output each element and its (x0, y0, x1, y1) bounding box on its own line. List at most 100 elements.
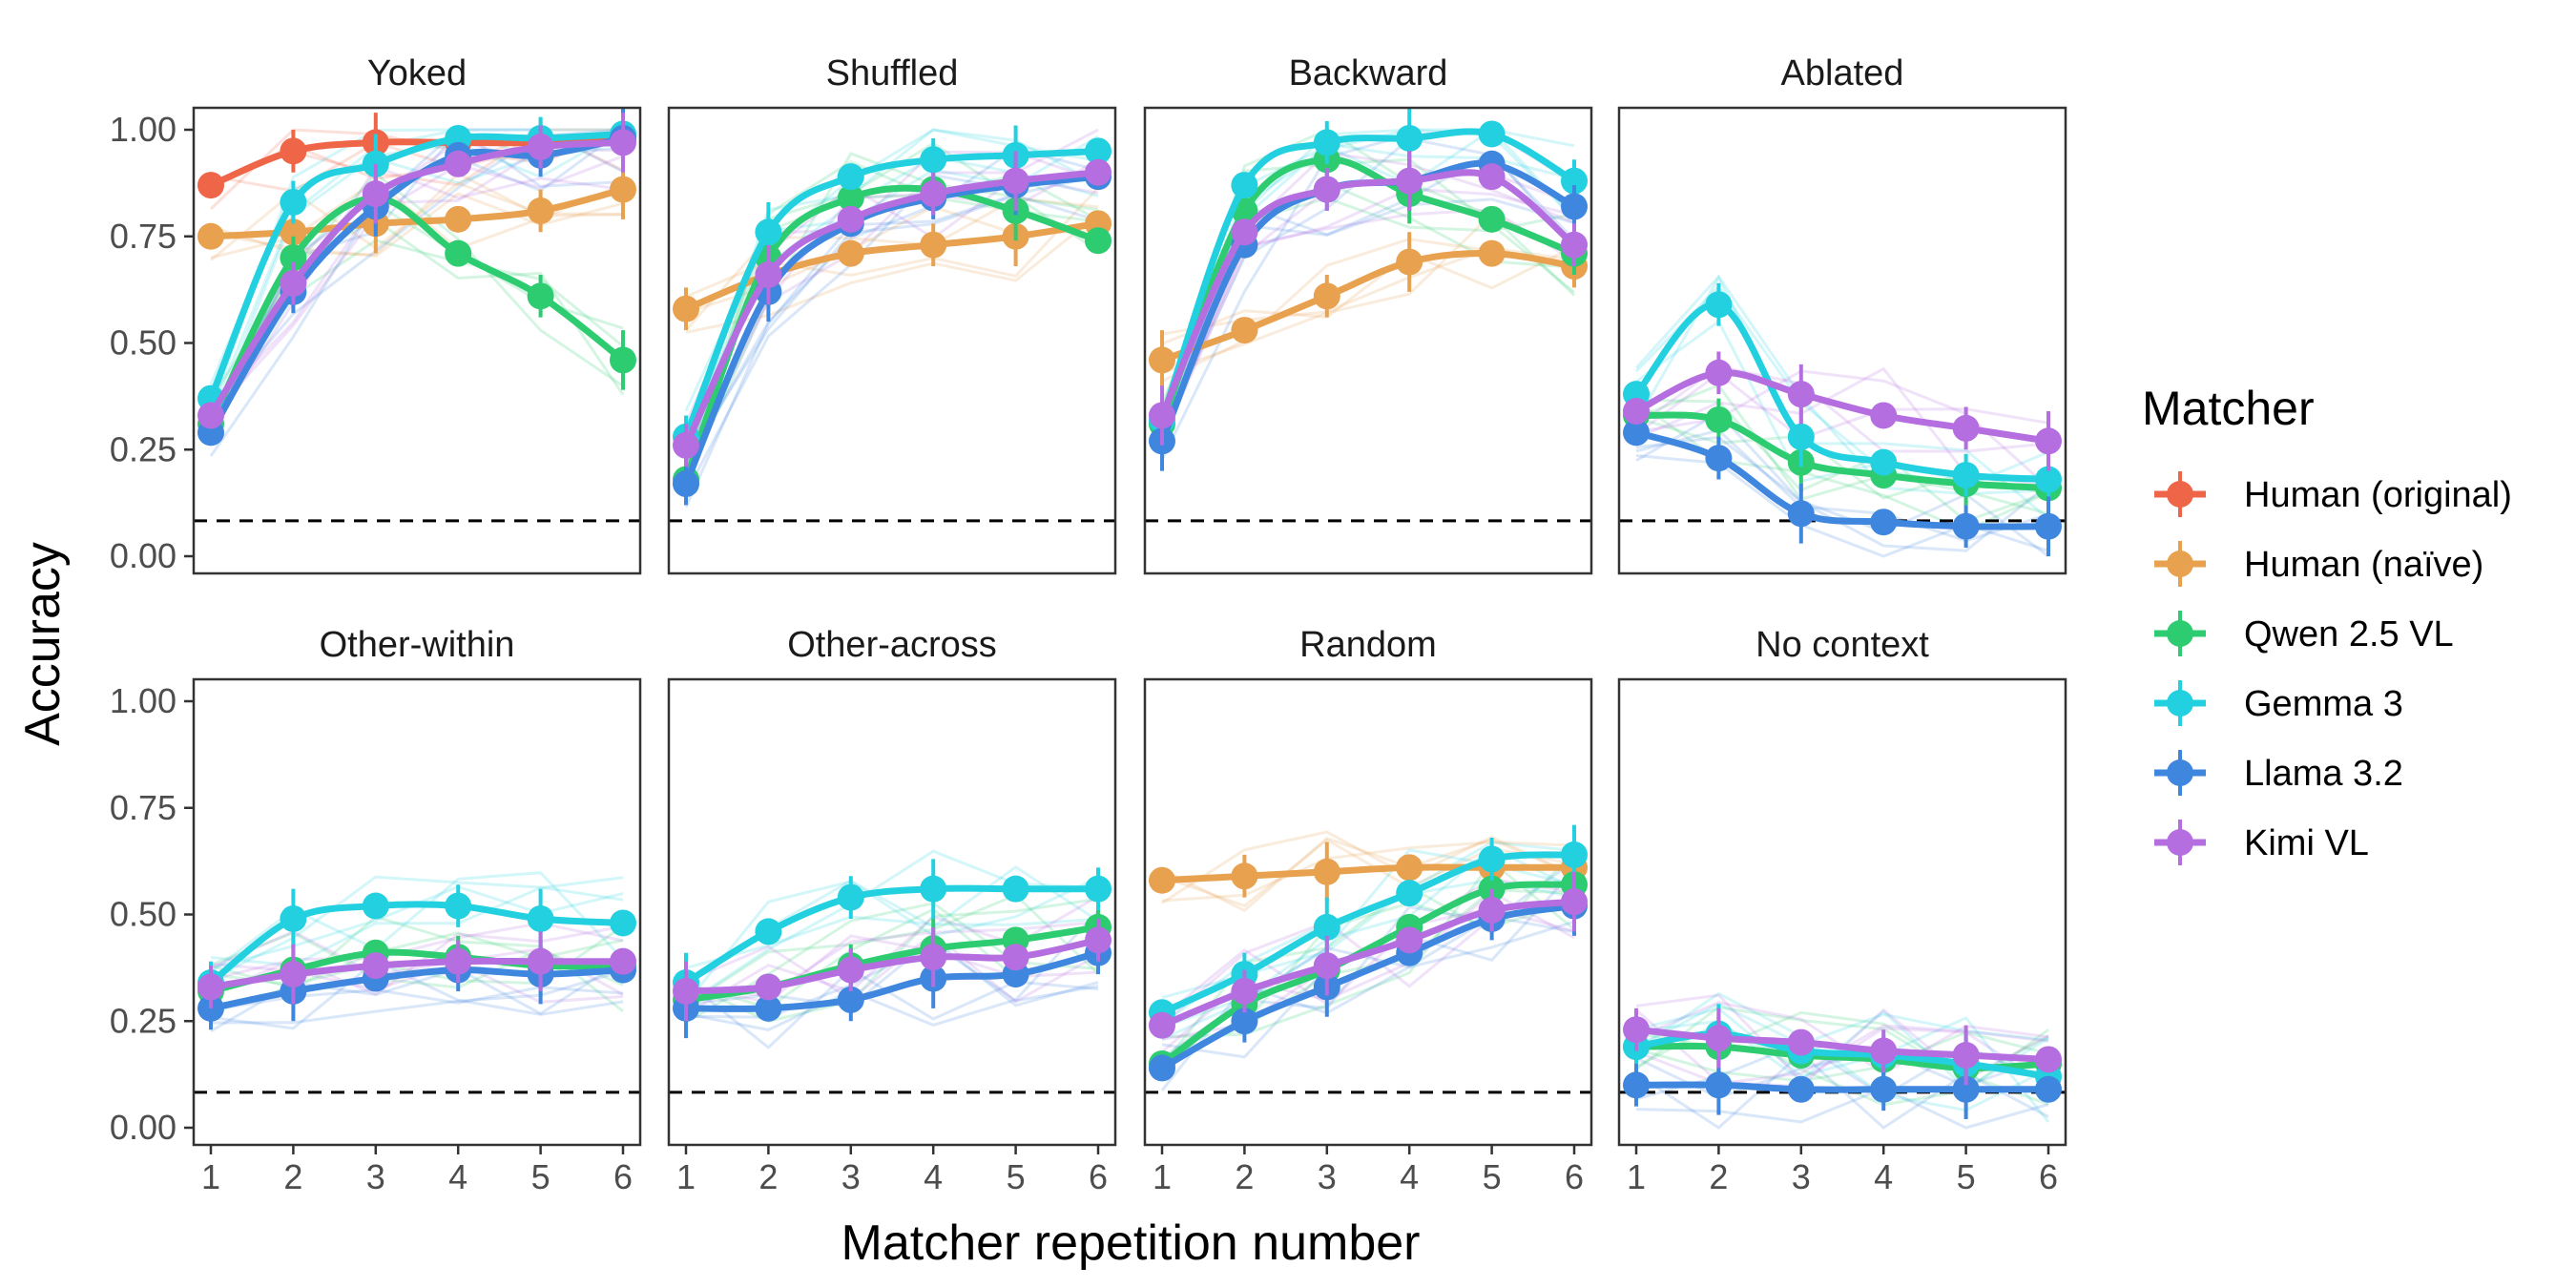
x-tick-label: 2 (758, 1157, 778, 1196)
point-kimi-vl-1 (1623, 1016, 1650, 1044)
trace-kimi-vl (210, 922, 624, 997)
point-kimi-vl-1 (197, 973, 224, 1001)
panel-border-no-context (1617, 677, 2067, 1147)
y-tick-label: 0.50 (110, 895, 177, 934)
point-human-na-ve-4 (1396, 854, 1423, 882)
legend-key-point (2167, 551, 2193, 577)
point-human-na-ve-5 (527, 197, 554, 224)
legend-label: Kimi VL (2244, 823, 2369, 863)
point-llama-3-2-3 (1787, 1075, 1815, 1103)
panel-yoked: Yoked (192, 53, 642, 575)
point-human-na-ve-2 (280, 218, 307, 246)
legend-label: Human (original) (2244, 475, 2512, 515)
point-kimi-vl-1 (673, 977, 699, 1005)
series-gemma-3-other-across (673, 859, 1111, 1013)
series-kimi-vl-ablated (1623, 351, 2062, 471)
point-gemma-3-2 (280, 188, 307, 216)
panel-shuffled: Shuffled (667, 53, 1117, 575)
x-tick-label: 5 (531, 1157, 551, 1196)
panel-other-within: Other-within (192, 625, 642, 1147)
x-tick-label: 5 (1007, 1157, 1026, 1196)
series-kimi-vl-random (1149, 871, 1588, 1039)
point-llama-3-2-5 (1952, 512, 1980, 540)
x-tick-label: 6 (1089, 1157, 1108, 1196)
point-kimi-vl-4 (1396, 926, 1423, 954)
point-gemma-3-3 (362, 892, 389, 920)
point-human-na-ve-1 (673, 295, 699, 322)
trace-llama-3-2 (1635, 428, 2049, 543)
trace-llama-3-2 (684, 194, 1099, 463)
trace-kimi-vl (684, 128, 1099, 469)
x-tick-label: 6 (613, 1157, 633, 1196)
point-llama-3-2-4 (1870, 509, 1898, 536)
trace-human-na-ve (210, 192, 624, 258)
point-kimi-vl-4 (1396, 167, 1423, 195)
y-tick-label: 0.00 (110, 536, 177, 575)
point-gemma-3-6 (1085, 137, 1111, 165)
point-kimi-vl-2 (1705, 359, 1733, 386)
series-kimi-vl-other-within (197, 931, 636, 1008)
trace-human-na-ve (1161, 838, 1575, 908)
point-kimi-vl-3 (1313, 176, 1340, 203)
trace-qwen-2-5-vl (1635, 1030, 2049, 1083)
trace-qwen-2-5-vl (684, 152, 1099, 484)
point-llama-3-2-1 (673, 470, 699, 498)
trace-human-na-ve (210, 178, 624, 260)
panel-backward: Backward (1143, 53, 1593, 575)
point-kimi-vl-6 (610, 947, 636, 975)
point-kimi-vl-4 (920, 944, 947, 971)
point-kimi-vl-3 (837, 956, 864, 984)
panels-layer: Yoked Shuffled Backward Ablated Other-within… (192, 53, 2067, 1147)
trace-llama-3-2 (210, 969, 624, 1025)
point-kimi-vl-5 (1952, 414, 1980, 442)
x-axis-title: Matcher repetition number (841, 1215, 1421, 1271)
point-kimi-vl-3 (362, 180, 389, 208)
point-gemma-3-2 (280, 904, 307, 932)
trace-human-na-ve (210, 172, 624, 257)
point-kimi-vl-3 (1787, 381, 1815, 408)
point-kimi-vl-4 (1870, 1037, 1898, 1065)
point-human-na-ve-1 (1149, 866, 1175, 894)
legend-label: Llama 3.2 (2244, 754, 2403, 794)
legend-title: Matcher (2142, 382, 2315, 435)
trace-llama-3-2 (210, 959, 624, 1030)
series-human-na-ve-backward (1149, 232, 1588, 390)
point-gemma-3-4 (920, 875, 947, 903)
point-qwen-2-5-vl-5 (527, 282, 554, 310)
x-tick-label: 2 (1235, 1157, 1254, 1196)
x-tick-label: 5 (1957, 1157, 1976, 1196)
trace-qwen-2-5-vl (209, 172, 624, 420)
y-tick-label: 0.25 (110, 1001, 177, 1040)
legend-key-point (2167, 481, 2193, 508)
point-gemma-3-3 (1313, 913, 1340, 941)
trace-llama-3-2 (210, 986, 624, 1012)
point-llama-3-2-1 (1149, 1054, 1175, 1082)
point-kimi-vl-5 (1952, 1042, 1980, 1070)
point-kimi-vl-4 (445, 947, 472, 975)
trace-qwen-2-5-vl (1161, 859, 1575, 1039)
series-kimi-vl-shuffled (673, 151, 1111, 467)
panel-border-shuffled (667, 106, 1117, 575)
trace-gemma-3 (210, 876, 624, 967)
point-kimi-vl-5 (527, 947, 554, 975)
y-axis-title: Accuracy (15, 542, 71, 746)
point-kimi-vl-1 (1149, 402, 1175, 429)
point-kimi-vl-1 (1149, 1011, 1175, 1039)
point-llama-3-2-1 (1623, 419, 1650, 447)
trace-kimi-vl (210, 929, 624, 996)
series-kimi-vl-backward (1149, 151, 1588, 446)
point-kimi-vl-6 (2035, 1046, 2062, 1073)
x-tick-label: 3 (366, 1157, 385, 1196)
trace-kimi-vl (685, 931, 1099, 1004)
panel-title-shuffled: Shuffled (826, 53, 959, 93)
series-llama-3-2-ablated (1623, 419, 2062, 556)
point-kimi-vl-1 (673, 431, 699, 459)
point-llama-3-2-2 (1705, 1071, 1733, 1099)
point-kimi-vl-6 (1561, 231, 1588, 259)
trace-human-na-ve (1161, 830, 1575, 904)
trace-kimi-vl (1160, 187, 1575, 438)
point-kimi-vl-2 (1705, 1025, 1733, 1052)
trace-llama-3-2 (684, 174, 1099, 509)
point-human-na-ve-1 (197, 222, 224, 250)
x-tick-label: 2 (283, 1157, 302, 1196)
